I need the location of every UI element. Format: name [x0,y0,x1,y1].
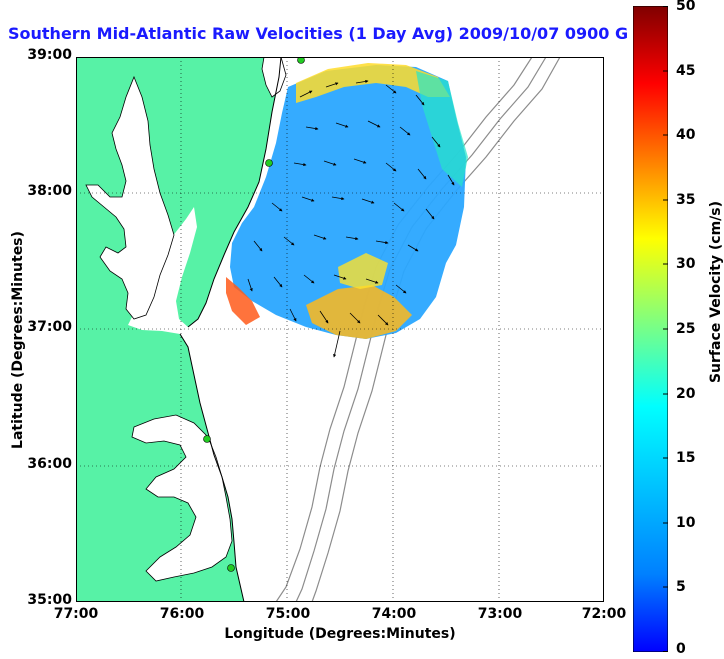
map-title: Southern Mid-Atlantic Raw Velocities (1 … [8,24,628,43]
map-border [76,57,604,602]
velocity-field-high-north [296,63,450,103]
xtick-label: 75:00 [265,606,311,622]
velocity-field-high-southwest [226,277,260,325]
velocity-vectors [247,79,455,358]
velocity-field-high-south [306,285,412,339]
stations [203,56,305,572]
y-axis-label: Latitude (Degrees:Minutes) [10,231,26,449]
station-marker [297,56,305,64]
colorbar-tick: 40 [676,127,696,143]
xtick-label: 72:00 [581,606,627,622]
colorbar-tick: 45 [676,63,696,79]
ytick-label: 35:00 [27,592,72,608]
ytick-label: 37:00 [27,319,72,335]
xtick-label: 74:00 [371,606,417,622]
ytick-label: 39:00 [27,47,72,63]
xtick-label: 77:00 [53,606,99,622]
pamlico-sound [131,414,233,582]
grid-lines [76,57,604,602]
station-marker [227,564,235,572]
velocity-field-high-east [416,71,468,187]
colorbar-tick: 0 [676,641,686,657]
colorbar [632,5,669,653]
colorbar-label: Surface Velocity (cm/s) [708,200,724,384]
map-plot [76,56,604,603]
x-axis-label: Longitude (Degrees:Minutes) [224,626,456,642]
ytick-label: 38:00 [27,183,72,199]
colorbar-gradient [632,5,669,653]
colorbar-tick: 5 [676,579,686,595]
chesapeake-bay [85,75,175,320]
coastline [179,56,282,603]
xtick-label: 73:00 [477,606,523,622]
map-canvas [76,56,604,603]
colorbar-tick: 35 [676,192,696,208]
colorbar-tick: 50 [676,0,696,14]
colorbar-tick: 10 [676,515,696,531]
station-marker [203,435,211,443]
velocity-field-high-mid [338,253,388,289]
xtick-label: 76:00 [159,606,205,622]
colorbar-tick: 25 [676,321,696,337]
colorbar-tick: 15 [676,450,696,466]
colorbar-tick: 20 [676,386,696,402]
ytick-label: 36:00 [27,456,72,472]
colorbar-tick: 30 [676,256,696,272]
station-marker [265,159,273,167]
